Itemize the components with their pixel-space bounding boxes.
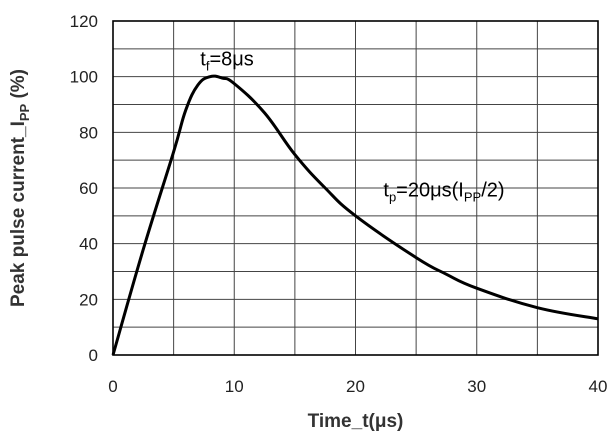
- y-tick-label: 100: [70, 68, 98, 87]
- pulse-curve: [111, 74, 599, 356]
- x-axis-title: Time_t(μs): [308, 411, 404, 432]
- y-tick-label: 40: [79, 235, 98, 254]
- pulse-duration-annotation: tp=20μs(IPP/2): [383, 179, 504, 204]
- x-tick-label: 30: [467, 377, 486, 396]
- x-tick-label: 20: [346, 377, 365, 396]
- y-tick-label: 0: [89, 346, 98, 365]
- y-tick-label: 20: [79, 290, 98, 309]
- y-tick-label: 60: [79, 179, 98, 198]
- y-axis-title: Peak pulse current_IPP (%): [8, 69, 32, 307]
- x-tick-label: 0: [108, 377, 117, 396]
- rise-time-annotation: tf=8μs: [200, 49, 254, 74]
- grid: [113, 21, 598, 355]
- x-tick-label: 10: [225, 377, 244, 396]
- y-tick-labels: 0 20 40 60 80 100 120: [70, 12, 98, 365]
- x-tick-label: 40: [589, 377, 608, 396]
- x-tick-labels: 0 10 20 30 40: [108, 377, 607, 396]
- y-tick-label: 80: [79, 123, 98, 142]
- plot-frame: [112, 20, 599, 356]
- y-tick-label: 120: [70, 12, 98, 31]
